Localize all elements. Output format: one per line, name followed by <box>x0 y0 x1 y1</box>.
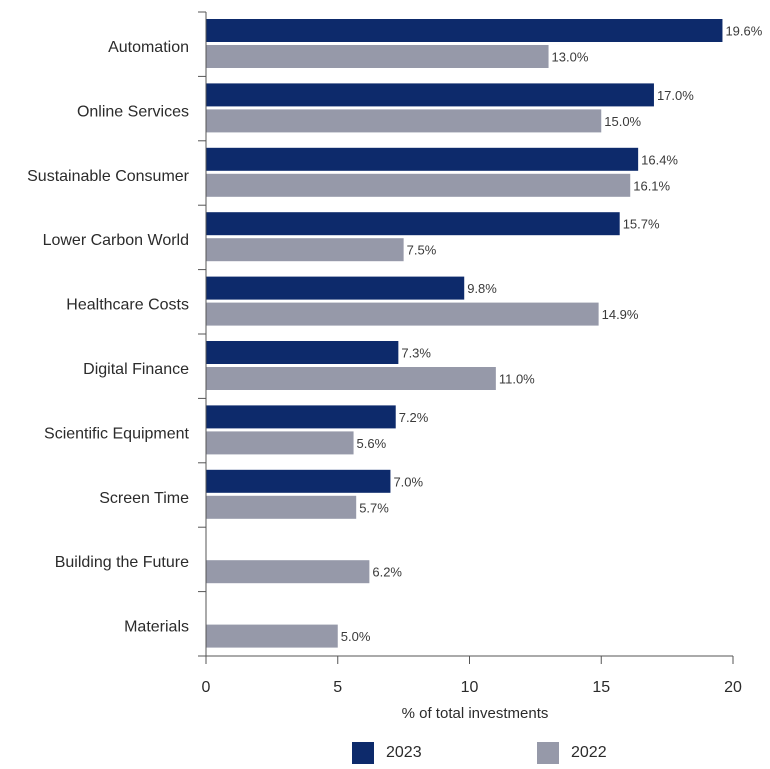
axis-layer: 0 5 10 15 20 <box>198 11 742 696</box>
bar-2022-sustainable-consumer <box>206 173 631 197</box>
x-tick-label-10: 10 <box>461 679 479 696</box>
data-label-2023-healthcare-costs: 9.8% <box>467 281 497 296</box>
data-label-2023-scientific-equipment: 7.2% <box>399 410 429 425</box>
bar-2023-scientific-equipment <box>206 405 396 429</box>
x-tick-label-0: 0 <box>202 679 211 696</box>
bar-2023-lower-carbon-world <box>206 212 620 236</box>
bar-2022-lower-carbon-world <box>206 238 404 262</box>
bar-2023-screen-time <box>206 469 391 493</box>
bar-2022-online-services <box>206 109 602 133</box>
bar-chart: Automation 19.6% 13.0% Online Services 17.0%… <box>27 11 763 722</box>
x-tick-label-15: 15 <box>592 679 610 696</box>
legend-label-2022: 2022 <box>571 744 607 761</box>
x-axis-title: % of total investments <box>402 705 549 722</box>
data-label-2022-automation: 13.0% <box>552 50 589 65</box>
category-label-materials: Materials <box>124 619 189 636</box>
data-label-2023-lower-carbon-world: 15.7% <box>623 217 660 232</box>
bar-2023-digital-finance <box>206 341 399 364</box>
legend-swatch-2023 <box>352 742 374 764</box>
bar-2022-digital-finance <box>206 367 496 390</box>
legend-label-2023: 2023 <box>386 744 422 761</box>
data-label-2023-online-services: 17.0% <box>657 88 694 103</box>
category-label-scientific-equipment: Scientific Equipment <box>44 425 190 442</box>
bar-2022-automation <box>206 45 549 68</box>
data-label-2022-healthcare-costs: 14.9% <box>602 307 639 322</box>
category-label-digital-finance: Digital Finance <box>83 361 189 378</box>
data-label-2022-materials: 5.0% <box>341 629 371 644</box>
bar-2023-online-services <box>206 83 654 107</box>
bar-2022-materials <box>206 624 338 648</box>
category-label-automation: Automation <box>108 39 189 56</box>
bars-layer <box>206 19 723 648</box>
bar-2023-healthcare-costs <box>206 276 465 300</box>
category-label-lower-carbon-world: Lower Carbon World <box>43 232 189 249</box>
category-label-healthcare-costs: Healthcare Costs <box>66 297 189 314</box>
category-label-online-services: Online Services <box>77 103 189 120</box>
data-label-2023-sustainable-consumer: 16.4% <box>641 152 678 167</box>
bar-2022-building-the-future <box>206 560 370 584</box>
bar-2022-screen-time <box>206 495 357 519</box>
data-label-2022-online-services: 15.0% <box>604 114 641 129</box>
data-label-2022-building-the-future: 6.2% <box>372 565 402 580</box>
data-label-2022-scientific-equipment: 5.6% <box>357 436 387 451</box>
bar-2022-healthcare-costs <box>206 302 599 326</box>
legend-item-2022: 2022 <box>537 742 607 764</box>
data-label-2023-automation: 19.6% <box>725 24 762 39</box>
data-label-2022-screen-time: 5.7% <box>359 500 389 515</box>
data-label-2022-digital-finance: 11.0% <box>499 372 535 387</box>
category-label-building-the-future: Building the Future <box>55 554 189 571</box>
data-label-2022-lower-carbon-world: 7.5% <box>407 243 437 258</box>
bar-2022-scientific-equipment <box>206 431 354 455</box>
x-tick-label-5: 5 <box>333 679 342 696</box>
category-label-screen-time: Screen Time <box>99 490 189 507</box>
data-label-2023-screen-time: 7.0% <box>393 474 423 489</box>
legend: 2023 2022 <box>0 737 770 769</box>
labels-layer: Automation 19.6% 13.0% Online Services 17.0%… <box>27 24 763 645</box>
legend-item-2023: 2023 <box>352 742 422 764</box>
x-tick-label-20: 20 <box>724 679 742 696</box>
bar-2023-sustainable-consumer <box>206 147 639 171</box>
bar-2023-automation <box>206 19 723 42</box>
legend-swatch-2022 <box>537 742 559 764</box>
data-label-2022-sustainable-consumer: 16.1% <box>633 178 670 193</box>
category-label-sustainable-consumer: Sustainable Consumer <box>27 168 190 185</box>
data-label-2023-digital-finance: 7.3% <box>401 346 431 361</box>
